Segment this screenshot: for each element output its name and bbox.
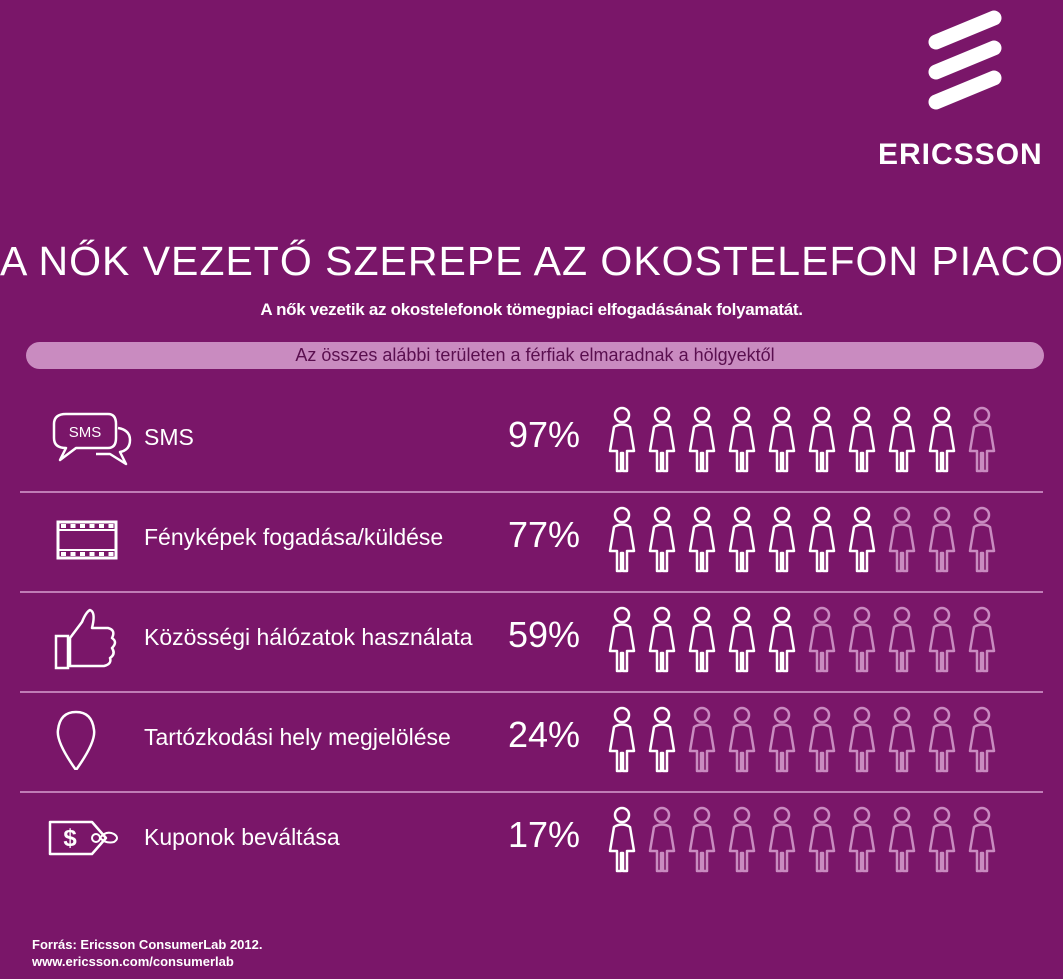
- person-mark: [968, 606, 996, 673]
- person-mark: [928, 506, 956, 573]
- sms-icon-text: SMS: [69, 424, 102, 441]
- person-mark: [648, 406, 676, 473]
- value-label: 59%: [508, 614, 581, 655]
- person-mark: [808, 506, 836, 573]
- person-mark: [728, 506, 756, 573]
- value-label: 77%: [508, 514, 581, 555]
- source-note: Forrás: Ericsson ConsumerLab 2012. www.e…: [32, 936, 262, 970]
- person-mark: [768, 806, 796, 873]
- person-mark: [928, 806, 956, 873]
- person-mark: [888, 506, 916, 573]
- person-mark: [888, 406, 916, 473]
- category-label: Kuponok beváltása: [144, 824, 340, 850]
- source-text: Forrás: Ericsson ConsumerLab 2012.: [32, 937, 263, 952]
- person-mark: [728, 406, 756, 473]
- person-mark: [848, 506, 876, 573]
- person-mark: [608, 606, 636, 673]
- category-label: Fényképek fogadása/küldése: [144, 524, 444, 550]
- person-mark: [968, 806, 996, 873]
- pictogram-people: [608, 706, 996, 773]
- chart-row: SMS SMS 97%: [0, 400, 1063, 500]
- person-mark: [928, 406, 956, 473]
- person-mark: [688, 506, 716, 573]
- category-label: SMS: [144, 424, 194, 450]
- chart-row: Fényképek fogadása/küldése 77%: [0, 500, 1063, 600]
- ericsson-logo-icon: [928, 10, 1002, 110]
- pictogram-people: [608, 506, 996, 573]
- person-mark: [848, 806, 876, 873]
- person-mark: [968, 406, 996, 473]
- source-url: www.ericsson.com/consumerlab: [32, 954, 234, 969]
- value-label: 17%: [508, 814, 581, 855]
- value-label: 24%: [508, 714, 581, 755]
- price-tag-icon: $: [46, 808, 136, 870]
- person-mark: [968, 506, 996, 573]
- person-mark: [688, 406, 716, 473]
- category-label: Közösségi hálózatok használata: [144, 624, 473, 650]
- person-mark: [688, 706, 716, 773]
- location-pin-icon: [46, 708, 136, 772]
- person-mark: [808, 706, 836, 773]
- pictogram-people: [608, 806, 996, 873]
- person-mark: [888, 806, 916, 873]
- person-mark: [888, 706, 916, 773]
- page-subtitle: A nők vezetik az okostelefonok tömegpiac…: [260, 300, 803, 319]
- thumbs-up-icon: [46, 608, 136, 670]
- page-title: A NŐK VEZETŐ SZEREPE AZ OKOSTELEFON PIAC…: [0, 238, 1063, 284]
- person-mark: [808, 806, 836, 873]
- person-mark: [648, 506, 676, 573]
- row-divider: [20, 491, 1043, 493]
- person-mark: [608, 806, 636, 873]
- person-mark: [768, 606, 796, 673]
- person-mark: [888, 606, 916, 673]
- person-mark: [808, 606, 836, 673]
- person-mark: [608, 706, 636, 773]
- svg-text:$: $: [63, 825, 77, 852]
- person-mark: [848, 706, 876, 773]
- person-mark: [608, 406, 636, 473]
- person-mark: [768, 706, 796, 773]
- chart-row: Tartózkodási hely megjelölése 24%: [0, 700, 1063, 800]
- person-mark: [768, 506, 796, 573]
- ericsson-logo: ERICSSON: [878, 10, 1043, 171]
- value-label: 97%: [508, 414, 581, 455]
- person-mark: [728, 606, 756, 673]
- row-divider: [20, 591, 1043, 593]
- person-mark: [928, 706, 956, 773]
- category-label: Tartózkodási hely megjelölése: [144, 724, 451, 750]
- person-mark: [608, 506, 636, 573]
- person-mark: [808, 406, 836, 473]
- person-mark: [728, 706, 756, 773]
- person-mark: [648, 806, 676, 873]
- ericsson-wordmark: ERICSSON: [878, 138, 1043, 171]
- pictogram-people: [608, 606, 996, 673]
- person-mark: [848, 406, 876, 473]
- person-mark: [688, 606, 716, 673]
- row-divider: [20, 691, 1043, 693]
- pictogram-people: [608, 406, 996, 473]
- chart-row: $ Kuponok beváltása 17%: [0, 800, 1063, 900]
- film-strip-icon: [46, 508, 136, 570]
- person-mark: [848, 606, 876, 673]
- person-mark: [768, 406, 796, 473]
- person-mark: [648, 606, 676, 673]
- chart-row: Közösségi hálózatok használata 59%: [0, 600, 1063, 700]
- person-mark: [968, 706, 996, 773]
- sms-bubble-icon: SMS: [46, 408, 136, 470]
- info-banner: Az összes alábbi területen a férfiak elm…: [26, 342, 1044, 369]
- person-mark: [648, 706, 676, 773]
- row-divider: [20, 791, 1043, 793]
- person-mark: [728, 806, 756, 873]
- person-mark: [928, 606, 956, 673]
- person-mark: [688, 806, 716, 873]
